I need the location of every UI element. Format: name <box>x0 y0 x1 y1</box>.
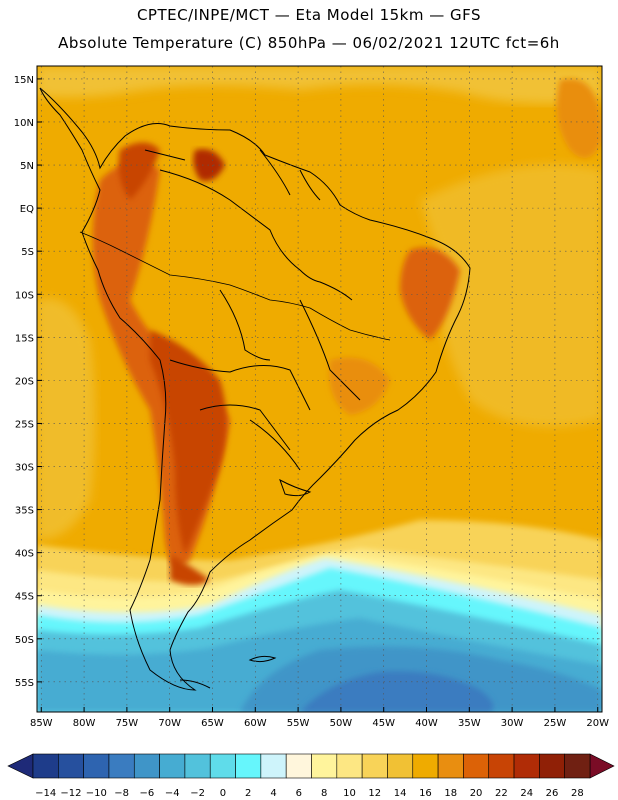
colorbar-swatch <box>311 753 338 779</box>
colorbar-label: 14 <box>394 788 407 799</box>
lon-label: 60W <box>244 718 267 729</box>
colorbar-right-arrow <box>589 753 615 779</box>
colorbar-label: 12 <box>368 788 381 799</box>
colorbar-swatch <box>336 753 363 779</box>
colorbar-label: 6 <box>296 788 302 799</box>
colorbar-label: 26 <box>546 788 559 799</box>
colorbar-swatch <box>539 753 565 779</box>
colorbar-label: 8 <box>321 788 327 799</box>
colorbar-label: −12 <box>60 788 81 799</box>
colorbar-label: 24 <box>520 788 533 799</box>
lon-label: 50W <box>330 718 353 729</box>
lat-label: 30S <box>15 463 34 474</box>
lat-label: 55S <box>15 678 34 689</box>
colorbar-swatch <box>159 753 186 779</box>
lat-label: EQ <box>20 204 34 215</box>
colorbar-left-arrow <box>7 753 34 779</box>
lat-label: 5N <box>20 161 34 172</box>
colorbar-swatch <box>32 753 59 779</box>
colorbar-label: 20 <box>470 788 483 799</box>
colorbar-label: −14 <box>35 788 56 799</box>
lon-label: 55W <box>287 718 310 729</box>
colorbar-swatch <box>488 753 515 779</box>
lon-label: 40W <box>415 718 438 729</box>
lat-label: 50S <box>15 635 34 646</box>
colorbar-label: 4 <box>270 788 276 799</box>
lon-label: 25W <box>544 718 567 729</box>
colorbar-swatch <box>387 753 414 779</box>
lat-label: 20S <box>15 376 34 387</box>
lat-label: 5S <box>21 247 34 258</box>
colorbar-swatch <box>361 753 388 779</box>
lon-label: 75W <box>116 718 139 729</box>
lat-label: 45S <box>15 592 34 603</box>
colorbar-swatch <box>463 753 490 779</box>
colorbar-swatch <box>412 753 439 779</box>
title-line-1: CPTEC/INPE/MCT — Eta Model 15km — GFS <box>136 6 482 24</box>
colorbar-label: 10 <box>343 788 356 799</box>
colorbar-label: −2 <box>190 788 205 799</box>
colorbar-label: 18 <box>444 788 457 799</box>
colorbar-swatch <box>437 753 464 779</box>
lon-label: 35W <box>458 718 481 729</box>
longitude-labels: 85W 80W 75W 70W 65W 60W 55W 50W 45W 40W 35W 30W 25W 2… <box>30 707 609 729</box>
colorbar-swatch <box>260 753 287 779</box>
colorbar-swatch <box>83 753 110 779</box>
colorbar-swatch <box>58 753 84 779</box>
lon-label: 45W <box>372 718 395 729</box>
lat-label: 40S <box>15 549 34 560</box>
lat-label: 15S <box>15 333 34 344</box>
colorbar-label: 28 <box>571 788 584 799</box>
lon-label: 65W <box>201 718 224 729</box>
colorbar-swatch <box>133 753 160 779</box>
lon-label: 85W <box>30 718 53 729</box>
colorbar-swatch <box>285 753 312 779</box>
lon-label: 30W <box>501 718 524 729</box>
latitude-labels: 15N 10N 5N EQ 5S 10S 15S 20S 25S 30S 35S 40S 45S 50S 5… <box>14 75 42 689</box>
colorbar-label: −4 <box>165 788 180 799</box>
colorbar-swatch <box>209 753 236 779</box>
colorbar-swatch <box>184 753 211 779</box>
colorbar-swatch <box>235 753 262 779</box>
colorbar-swatch <box>108 753 135 779</box>
temperature-field <box>37 66 602 712</box>
lat-label: 15N <box>14 75 34 86</box>
colorbar-swatch <box>564 753 591 779</box>
lat-lon-grid <box>37 66 602 712</box>
lat-label: 25S <box>15 419 34 430</box>
colorbar-label: −8 <box>114 788 129 799</box>
lon-label: 80W <box>73 718 96 729</box>
colorbar-swatch <box>513 753 540 779</box>
colorbar-label: 2 <box>245 788 251 799</box>
colorbar-label: −10 <box>86 788 107 799</box>
lat-label: 10N <box>14 118 34 129</box>
colorbar: −14 −12 −10 −8 −6 −4 −2 0 2 4 6 8 10 12 14 16 18 20 22 24 26… <box>7 753 615 799</box>
title-line-2: Absolute Temperature (C) 850hPa — 06/02/… <box>58 34 560 52</box>
lon-label: 20W <box>586 718 609 729</box>
colorbar-label: 22 <box>495 788 508 799</box>
colorbar-label: −6 <box>140 788 155 799</box>
lat-label: 10S <box>15 290 34 301</box>
map-frame <box>36 65 603 713</box>
colorbar-label: 16 <box>419 788 432 799</box>
lat-label: 35S <box>15 506 34 517</box>
colorbar-label: 0 <box>220 788 226 799</box>
lon-label: 70W <box>158 718 181 729</box>
